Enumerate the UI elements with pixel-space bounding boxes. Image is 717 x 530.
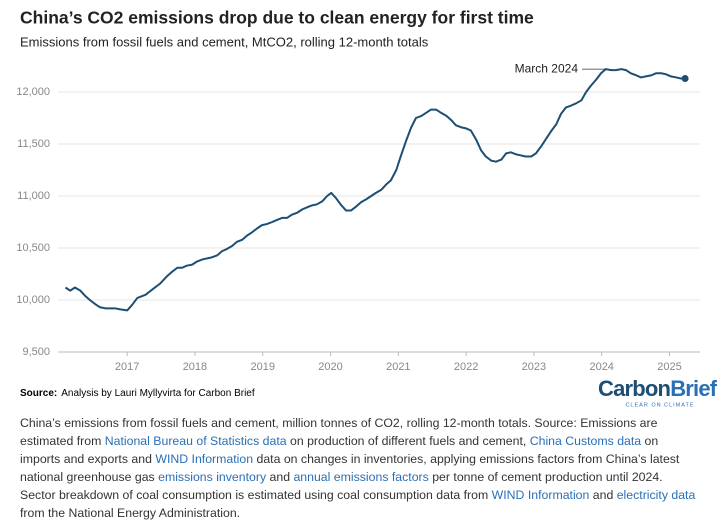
- y-tick-label: 10,500: [16, 242, 50, 254]
- caption-link[interactable]: China Customs data: [529, 434, 642, 448]
- x-tick-label: 2017: [115, 361, 139, 373]
- caption-text: per tonne of cement production until 202…: [20, 470, 663, 502]
- caption-link[interactable]: emissions inventory: [158, 470, 267, 484]
- caption-link[interactable]: annual emissions factors: [293, 470, 429, 484]
- caption-link[interactable]: electricity data: [616, 488, 696, 502]
- logo-part1: Carbon: [598, 376, 671, 401]
- source-label: Source:: [20, 388, 57, 399]
- x-tick-label: 2023: [522, 361, 546, 373]
- caption-link[interactable]: WIND Information: [491, 488, 590, 502]
- end-marker: [681, 74, 689, 82]
- x-tick-label: 2019: [250, 361, 274, 373]
- caption-link[interactable]: National Bureau of Statistics data: [104, 434, 287, 448]
- logo: CarbonBrief: [598, 376, 717, 401]
- x-tick-label: 2022: [454, 361, 478, 373]
- x-tick-label: 2021: [386, 361, 410, 373]
- caption-text: China’s emissions from fossil fuels and …: [20, 416, 658, 448]
- source: Source: Analysis by Lauri Myllyvirta for …: [20, 388, 255, 399]
- y-tick-label: 10,000: [16, 294, 50, 306]
- caption-text: and: [589, 488, 617, 502]
- caption-link[interactable]: WIND Information: [155, 452, 254, 466]
- logo-part2: Brief: [670, 376, 717, 401]
- x-tick-label: 2025: [657, 361, 681, 373]
- x-tick-label: 2018: [183, 361, 207, 373]
- annotation: March 2024: [515, 61, 579, 75]
- y-tick-label: 11,500: [17, 138, 50, 150]
- caption-text: from the National Energy Administration.: [20, 506, 241, 520]
- caption-text: data on changes in inventories, applying…: [20, 452, 680, 484]
- y-tick-label: 9,500: [22, 346, 50, 358]
- caption-text: on imports and exports and: [20, 434, 659, 466]
- line: [64, 68, 686, 312]
- logo-tagline: CLEAR ON CLIMATE: [625, 402, 694, 408]
- caption-text: on production of different fuels and cem…: [286, 434, 530, 448]
- x-tick-label: 2020: [318, 361, 342, 373]
- caption-text: and: [266, 470, 294, 484]
- source-text: Analysis by Lauri Myllyvirta for Carbon …: [61, 388, 255, 399]
- chart-title: China’s CO2 emissions drop due to clean …: [20, 8, 534, 28]
- caption: China’s emissions from fossil fuels and …: [20, 414, 700, 522]
- y-tick-label: 12,000: [16, 86, 50, 98]
- x-tick-label: 2024: [589, 361, 613, 373]
- chart: China’s CO2 emissions drop due to clean …: [16, 8, 717, 409]
- chart-subtitle: Emissions from fossil fuels and cement, …: [20, 34, 429, 49]
- y-tick-label: 11,000: [17, 190, 50, 202]
